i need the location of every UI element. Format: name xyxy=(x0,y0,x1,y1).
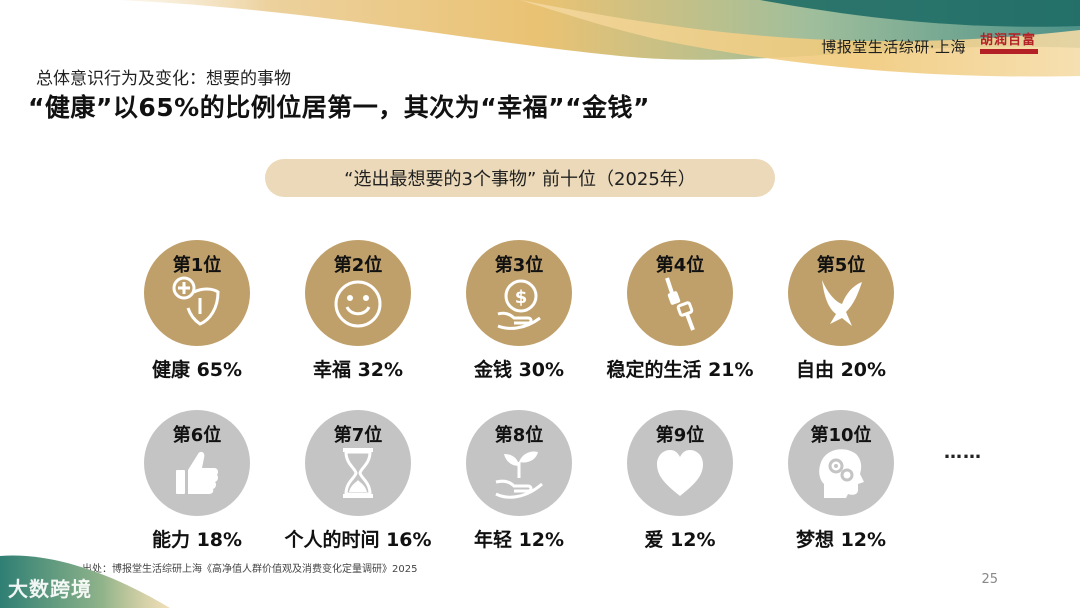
logo-text: 胡润百富 xyxy=(980,33,1037,48)
rank-item-7: 第7位 个人的时间 16% xyxy=(273,410,443,552)
rank-item-3: 第3位 $ 金钱 30% xyxy=(434,240,604,382)
rank-circle: 第10位 xyxy=(788,410,894,516)
rank-label: 第2位 xyxy=(333,255,383,276)
rank-circle: 第8位 xyxy=(466,410,572,516)
item-label: 梦想 12% xyxy=(795,529,887,551)
dove-icon xyxy=(822,280,862,326)
rank-item-1: 第1位 健康 65% xyxy=(112,240,282,382)
logo-bar xyxy=(980,49,1038,54)
rank-circle: 第9位 xyxy=(627,410,733,516)
rank-circle: 第3位 $ xyxy=(466,240,572,346)
item-label: 幸福 32% xyxy=(312,359,404,381)
money-icon: $ xyxy=(497,279,541,330)
rank-label: 第9位 xyxy=(655,425,705,446)
more-ellipsis: …… xyxy=(944,442,982,463)
rank-item-5: 第5位 自由 20% xyxy=(756,240,926,382)
item-label: 爱 12% xyxy=(644,529,716,551)
rank-label: 第8位 xyxy=(494,425,544,446)
rank-item-10: 第10位 梦想 12% xyxy=(756,410,926,552)
ranking-caption: “选出最想要的3个事物” 前十位（2025年） xyxy=(265,159,775,197)
watermark: 大数跨境 xyxy=(8,577,92,601)
header-brand: 博报堂生活综研·上海 xyxy=(821,38,966,56)
item-label: 稳定的生活 21% xyxy=(606,359,754,381)
brand-logo: 胡润百富 xyxy=(980,34,1038,56)
svg-text:$: $ xyxy=(515,287,528,308)
thumbs-up-icon xyxy=(176,451,219,494)
heart-icon xyxy=(657,450,703,496)
page-number: 25 xyxy=(981,572,998,587)
rank-label: 第3位 xyxy=(494,255,544,276)
rank-item-8: 第8位 年轻 12% xyxy=(434,410,604,552)
item-label: 年轻 12% xyxy=(473,529,565,551)
item-label: 能力 18% xyxy=(151,529,243,551)
head-gears-icon xyxy=(819,449,864,498)
rank-item-9: 第9位 爱 12% xyxy=(595,410,765,552)
rank-circle: 第2位 xyxy=(305,240,411,346)
rank-label: 第5位 xyxy=(816,255,866,276)
rank-label: 第6位 xyxy=(172,425,222,446)
seatbelt-icon xyxy=(665,277,695,331)
item-label: 金钱 30% xyxy=(473,359,565,381)
rank-label: 第4位 xyxy=(655,255,705,276)
bottom-decorative-wave xyxy=(0,555,170,608)
rank-circle: 第6位 xyxy=(144,410,250,516)
rank-item-4: 第4位 稳定的生活 21% xyxy=(595,240,765,382)
rank-circle: 第1位 xyxy=(144,240,250,346)
rank-label: 第10位 xyxy=(810,425,872,446)
hourglass-icon xyxy=(343,448,373,498)
slide-title: “健康”以65%的比例位居第一，其次为“幸福”“金钱” xyxy=(28,93,650,122)
rank-circle: 第7位 xyxy=(305,410,411,516)
smiley-icon xyxy=(334,280,382,328)
rank-circle: 第4位 xyxy=(627,240,733,346)
rank-label: 第1位 xyxy=(172,255,222,276)
sprout-hand-icon xyxy=(495,451,543,499)
source-note: 出处：博报堂生活综研上海《高净值人群价值观及消费变化定量调研》2025 xyxy=(82,564,418,575)
rank-circle: 第5位 xyxy=(788,240,894,346)
slide-subtitle: 总体意识行为及变化：想要的事物 xyxy=(36,69,291,89)
rank-item-6: 第6位 能力 18% xyxy=(112,410,282,552)
rank-label: 第7位 xyxy=(333,425,383,446)
item-label: 健康 65% xyxy=(151,359,243,381)
item-label: 个人的时间 16% xyxy=(284,529,432,551)
item-label: 自由 20% xyxy=(795,359,887,381)
rank-item-2: 第2位 幸福 32% xyxy=(273,240,443,382)
health-icon xyxy=(172,276,220,326)
top-decorative-wave xyxy=(0,0,1080,77)
